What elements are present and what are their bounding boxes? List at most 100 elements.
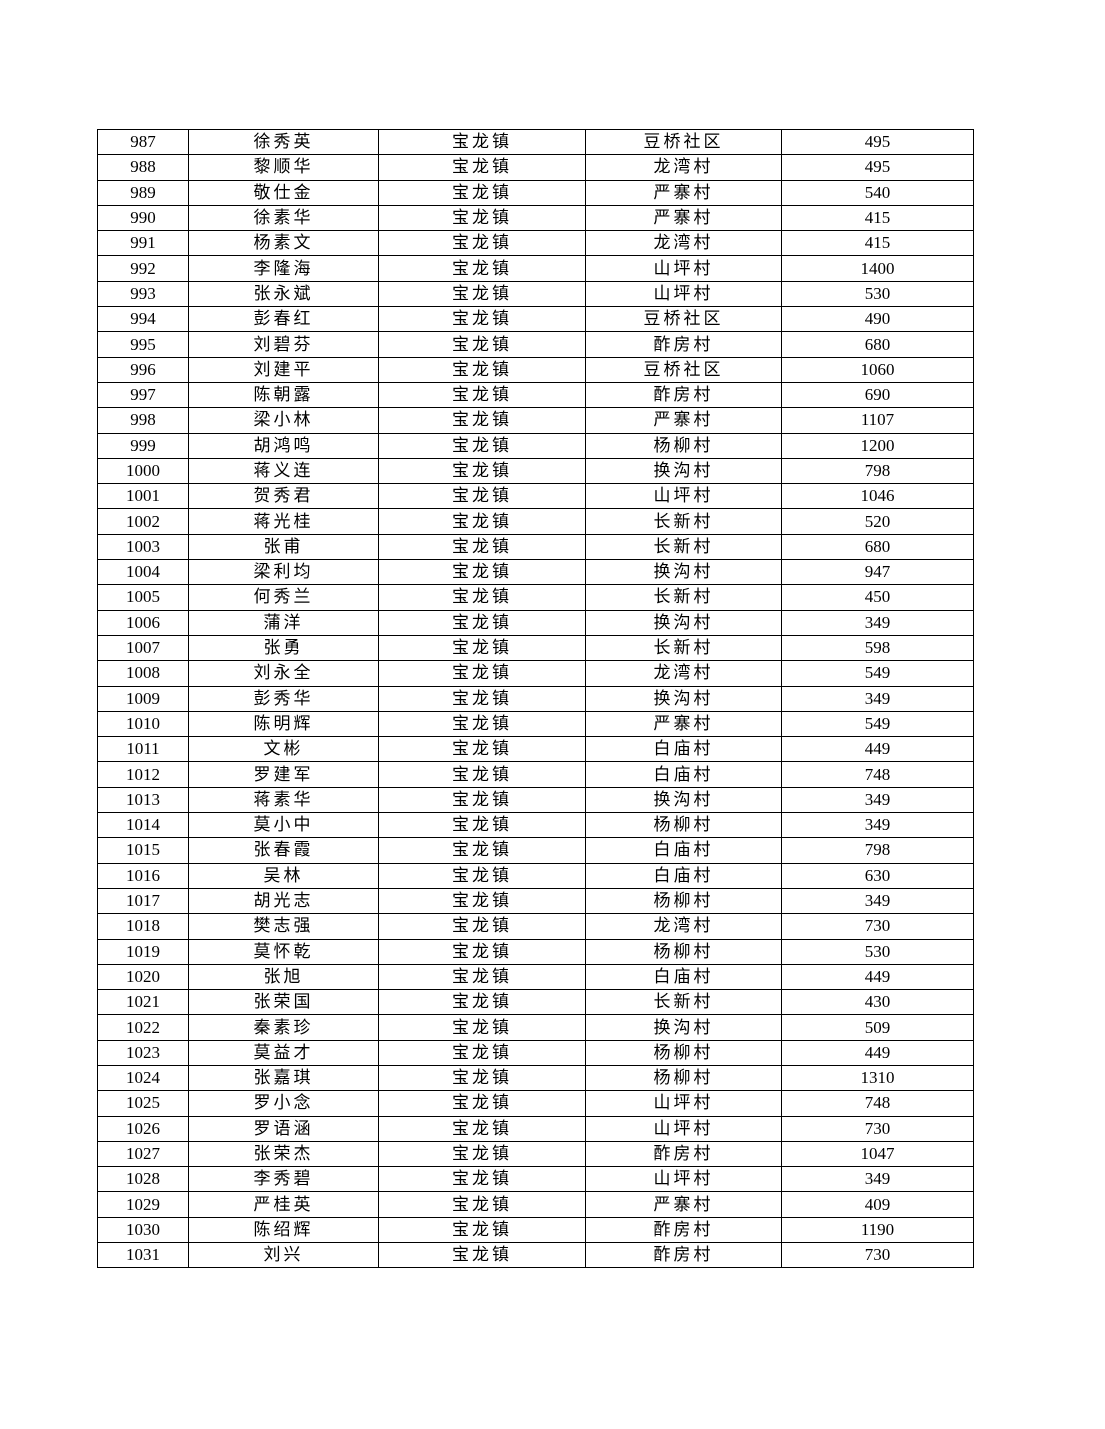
cell-row-number: 1017 — [97, 887, 189, 915]
cell-town: 宝龙镇 — [378, 255, 586, 282]
cell-village: 白庙村 — [585, 963, 782, 991]
cell-name: 何秀兰 — [188, 584, 379, 611]
cell-name: 陈明辉 — [188, 710, 379, 738]
table-row: 992 李隆海 宝龙镇 山坪村 1400 — [97, 255, 974, 282]
data-table: 987 徐秀英 宝龙镇 豆桥社区 495 988 黎顺华 宝龙镇 龙湾村 495 989 敬仕金 宝龙镇… — [97, 128, 974, 1269]
table-row: 1022 秦素珍 宝龙镇 换沟村 509 — [97, 1014, 974, 1041]
cell-village: 严寨村 — [585, 204, 782, 232]
table-row: 993 张永斌 宝龙镇 山坪村 530 — [97, 280, 974, 308]
table-row: 999 胡鸿鸣 宝龙镇 杨柳村 1200 — [97, 432, 974, 459]
cell-amount: 1060 — [781, 356, 974, 383]
cell-village: 杨柳村 — [585, 938, 782, 965]
cell-row-number: 1019 — [97, 938, 189, 965]
cell-name: 蒋素华 — [188, 786, 379, 814]
table-row: 987 徐秀英 宝龙镇 豆桥社区 495 — [97, 128, 974, 156]
cell-village: 豆桥社区 — [585, 128, 782, 156]
cell-name: 贺秀君 — [188, 483, 379, 510]
cell-row-number: 1022 — [97, 1014, 189, 1041]
cell-village: 龙湾村 — [585, 660, 782, 687]
cell-row-number: 1000 — [97, 457, 189, 485]
table-row: 1002 蒋光桂 宝龙镇 长新村 520 — [97, 508, 974, 535]
cell-village: 严寨村 — [585, 1191, 782, 1218]
cell-village: 龙湾村 — [585, 913, 782, 940]
cell-row-number: 1013 — [97, 786, 189, 814]
cell-row-number: 1005 — [97, 584, 189, 611]
cell-name: 张永斌 — [188, 280, 379, 308]
cell-town: 宝龙镇 — [378, 1166, 586, 1193]
cell-name: 刘碧芬 — [188, 331, 379, 358]
cell-town: 宝龙镇 — [378, 1014, 586, 1041]
cell-name: 黎顺华 — [188, 154, 379, 181]
cell-row-number: 1012 — [97, 761, 189, 788]
table-row: 989 敬仕金 宝龙镇 严寨村 540 — [97, 179, 974, 206]
cell-amount: 798 — [781, 457, 974, 485]
cell-row-number: 1014 — [97, 812, 189, 839]
cell-name: 罗语涵 — [188, 1115, 379, 1142]
cell-town: 宝龙镇 — [378, 685, 586, 712]
cell-name: 刘建平 — [188, 356, 379, 383]
table-row: 1024 张嘉琪 宝龙镇 杨柳村 1310 — [97, 1064, 974, 1092]
cell-row-number: 999 — [97, 432, 189, 459]
table-row: 1025 罗小念 宝龙镇 山坪村 748 — [97, 1090, 974, 1117]
cell-row-number: 1030 — [97, 1216, 189, 1244]
cell-name: 张嘉琪 — [188, 1064, 379, 1092]
table-row: 1026 罗语涵 宝龙镇 山坪村 730 — [97, 1115, 974, 1142]
cell-row-number: 993 — [97, 280, 189, 308]
cell-town: 宝龙镇 — [378, 1216, 586, 1244]
cell-name: 胡鸿鸣 — [188, 432, 379, 459]
cell-town: 宝龙镇 — [378, 812, 586, 839]
cell-town: 宝龙镇 — [378, 559, 586, 586]
cell-town: 宝龙镇 — [378, 862, 586, 889]
table-row: 988 黎顺华 宝龙镇 龙湾村 495 — [97, 154, 974, 181]
cell-town: 宝龙镇 — [378, 230, 586, 257]
cell-town: 宝龙镇 — [378, 761, 586, 788]
cell-row-number: 1003 — [97, 533, 189, 561]
cell-amount: 449 — [781, 736, 974, 763]
cell-village: 严寨村 — [585, 710, 782, 738]
table-row: 1016 吴林 宝龙镇 白庙村 630 — [97, 862, 974, 889]
cell-village: 酢房村 — [585, 1216, 782, 1244]
table-row: 1006 蒲洋 宝龙镇 换沟村 349 — [97, 609, 974, 636]
cell-row-number: 1027 — [97, 1140, 189, 1168]
cell-town: 宝龙镇 — [378, 533, 586, 561]
cell-amount: 509 — [781, 1014, 974, 1041]
cell-name: 蒋义连 — [188, 457, 379, 485]
table-row: 1001 贺秀君 宝龙镇 山坪村 1046 — [97, 483, 974, 510]
cell-name: 罗小念 — [188, 1090, 379, 1117]
cell-village: 换沟村 — [585, 609, 782, 636]
cell-village: 酢房村 — [585, 1242, 782, 1269]
cell-row-number: 1021 — [97, 989, 189, 1016]
cell-row-number: 1007 — [97, 634, 189, 662]
cell-town: 宝龙镇 — [378, 963, 586, 991]
cell-town: 宝龙镇 — [378, 1064, 586, 1092]
table-row: 1010 陈明辉 宝龙镇 严寨村 549 — [97, 710, 974, 738]
table-row: 994 彭春红 宝龙镇 豆桥社区 490 — [97, 306, 974, 333]
cell-name: 张旭 — [188, 963, 379, 991]
cell-village: 山坪村 — [585, 1090, 782, 1117]
cell-town: 宝龙镇 — [378, 331, 586, 358]
cell-name: 胡光志 — [188, 887, 379, 915]
cell-town: 宝龙镇 — [378, 913, 586, 940]
cell-village: 杨柳村 — [585, 887, 782, 915]
cell-town: 宝龙镇 — [378, 204, 586, 232]
cell-town: 宝龙镇 — [378, 128, 586, 156]
cell-row-number: 1018 — [97, 913, 189, 940]
cell-village: 龙湾村 — [585, 230, 782, 257]
cell-row-number: 1020 — [97, 963, 189, 991]
cell-name: 彭秀华 — [188, 685, 379, 712]
cell-amount: 630 — [781, 862, 974, 889]
cell-amount: 415 — [781, 230, 974, 257]
cell-amount: 490 — [781, 306, 974, 333]
cell-town: 宝龙镇 — [378, 786, 586, 814]
cell-village: 酢房村 — [585, 381, 782, 409]
table-body: 987 徐秀英 宝龙镇 豆桥社区 495 988 黎顺华 宝龙镇 龙湾村 495 989 敬仕金 宝龙镇… — [97, 128, 974, 1269]
table-row: 1027 张荣杰 宝龙镇 酢房村 1047 — [97, 1140, 974, 1168]
cell-row-number: 1028 — [97, 1166, 189, 1193]
cell-amount: 549 — [781, 660, 974, 687]
cell-amount: 349 — [781, 609, 974, 636]
table-row: 1000 蒋义连 宝龙镇 换沟村 798 — [97, 457, 974, 485]
cell-amount: 598 — [781, 634, 974, 662]
cell-name: 李秀碧 — [188, 1166, 379, 1193]
table-row: 1009 彭秀华 宝龙镇 换沟村 349 — [97, 685, 974, 712]
cell-name: 秦素珍 — [188, 1014, 379, 1041]
